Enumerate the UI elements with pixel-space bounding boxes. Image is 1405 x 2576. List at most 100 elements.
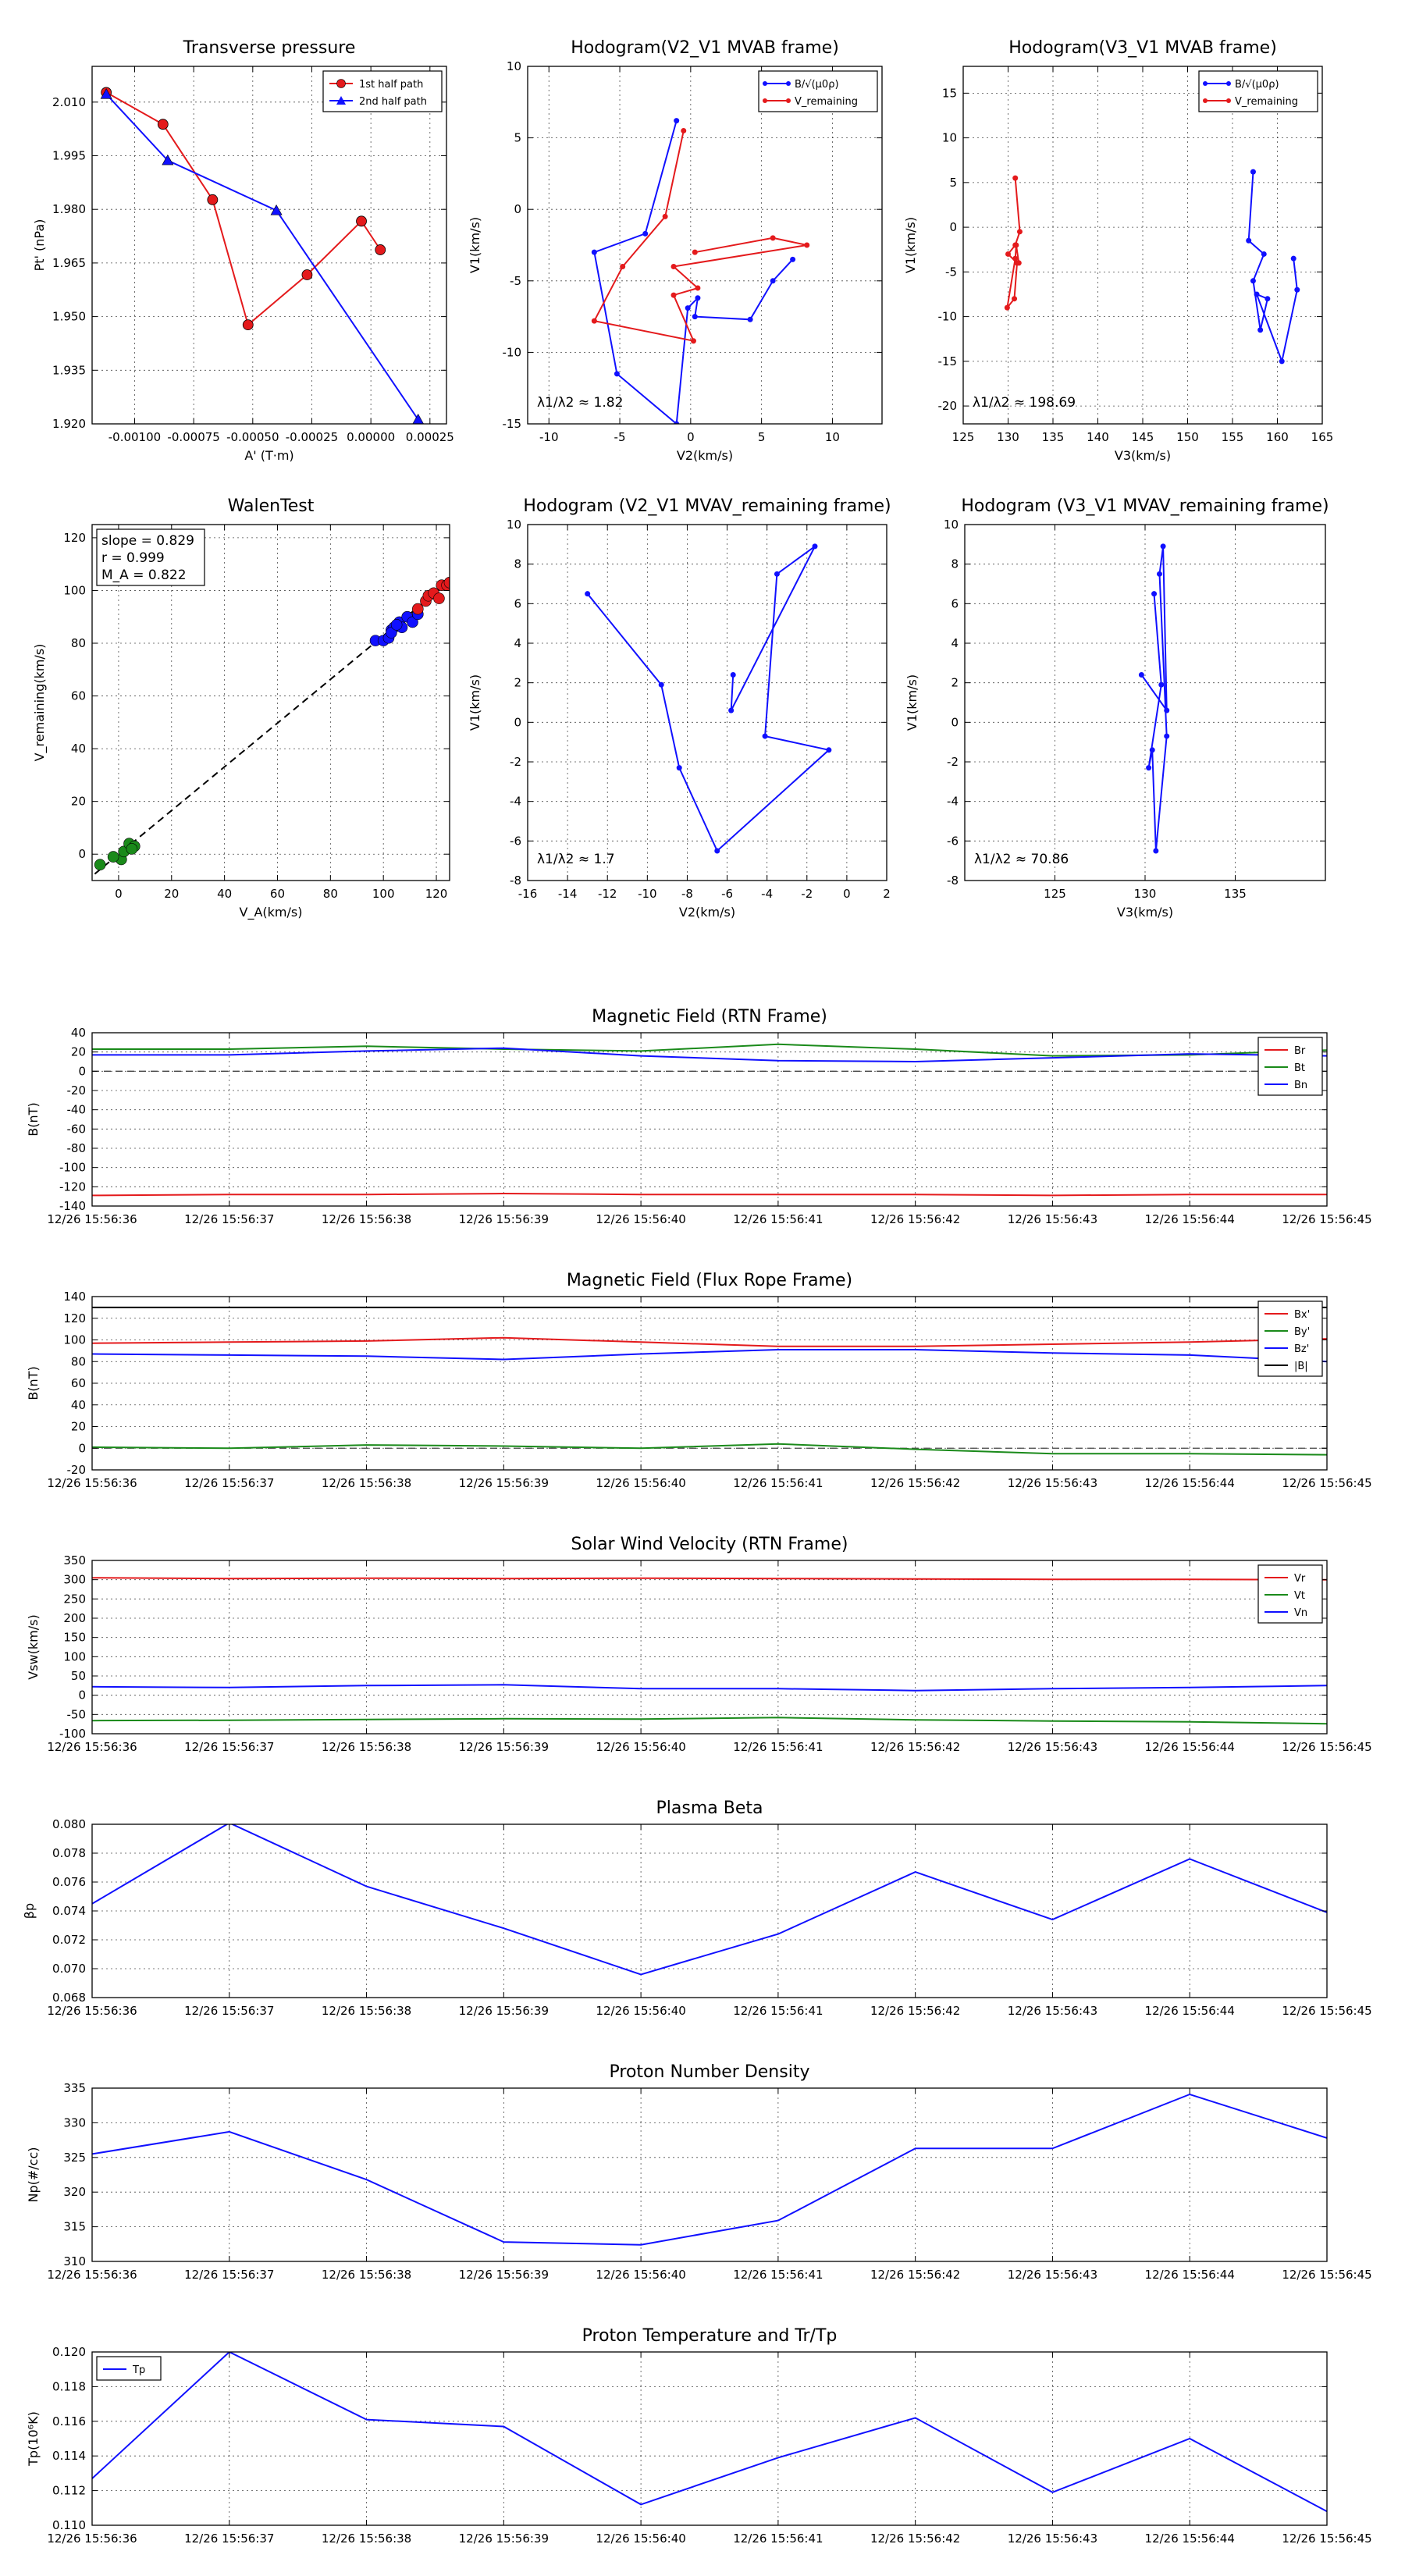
- magnetic-field-rtn-xtick-label: 12/26 15:56:37: [184, 1212, 274, 1226]
- magnetic-field-flux-rope-xtick-label: 12/26 15:56:42: [870, 1476, 960, 1490]
- hodogram-v3-v1-mvab-point: [1254, 291, 1260, 297]
- hodogram-v3-v1-mvab-ytick-label: -5: [945, 265, 957, 279]
- hodogram-v2-v1-mvab-ytick-label: 10: [507, 59, 521, 73]
- magnetic-field-rtn-series-line: [92, 1047, 1327, 1063]
- hodogram-v2-v1-mvab-ticks: -10 -5 0 5 10 -15 -10 -5 0 5 10: [503, 59, 882, 444]
- plasma-beta-xtick-label: 12/26 15:56:37: [184, 2004, 274, 2018]
- plasma-beta-series-line: [92, 1824, 1327, 1976]
- magnetic-field-rtn-ytick-label: -60: [67, 1122, 87, 1136]
- transverse-pressure-legend-label: 2nd half path: [359, 96, 427, 108]
- hodogram-v3-v1-mvab-point: [1004, 304, 1010, 311]
- hodogram-v2-v1-mvab-point: [695, 285, 701, 291]
- hodogram-v3-v1-mvab-xtick-label: 150: [1176, 430, 1199, 444]
- solar-wind-velocity-series-2: [92, 1684, 1327, 1692]
- proton-number-density-title: Proton Number Density: [610, 2062, 810, 2082]
- transverse-pressure-ytick-label: 2.010: [52, 95, 86, 109]
- magnetic-field-flux-rope-legend-label: Bx': [1294, 1309, 1310, 1321]
- magnetic-field-rtn-ytick-label: -120: [59, 1179, 86, 1194]
- proton-number-density-xtick-label: 12/26 15:56:36: [47, 2268, 137, 2282]
- hodogram-v2-v1-mvav-series-line: [586, 546, 831, 852]
- transverse-pressure-point: [242, 319, 254, 331]
- magnetic-field-rtn-ylabel: B(nT): [26, 1102, 41, 1136]
- proton-number-density-ytick-label: 325: [63, 2151, 86, 2165]
- hodogram-v2-v1-mvab-point: [692, 249, 698, 255]
- hodogram-v2-v1-mvav-ytick-label: 2: [514, 676, 521, 690]
- transverse-pressure-xtick-label: 0.00000: [347, 430, 395, 444]
- hodogram-v3-v1-mvab-xtick-label: 130: [997, 430, 1019, 444]
- plasma-beta-grid: [91, 1823, 1328, 1998]
- magnetic-field-flux-rope-xtick-label: 12/26 15:56:43: [1008, 1476, 1097, 1490]
- hodogram-v2-v1-mvab-point: [770, 278, 776, 284]
- proton-number-density-ytick-label: 315: [63, 2220, 86, 2234]
- plasma-beta-ytick-label: 0.074: [52, 1904, 86, 1918]
- hodogram-v2-v1-mvav-xtick-label: -16: [518, 887, 538, 901]
- hodogram-v2-v1-mvav-ytick-label: 6: [514, 596, 521, 610]
- magnetic-field-flux-rope-series-line: [92, 1349, 1327, 1363]
- hodogram-v2-v1-mvab-panel: Hodogram(V2_V1 MVAB frame)-10 -5 0 5 10-15-1…: [468, 38, 883, 463]
- magnetic-field-rtn-xtick-label: 12/26 15:56:38: [322, 1212, 411, 1226]
- hodogram-v2-v1-mvab-point: [614, 371, 620, 377]
- magnetic-field-rtn-ytick-label: 20: [71, 1045, 86, 1059]
- proton-temperature-frame: [91, 2351, 1328, 2526]
- magnetic-field-rtn-ytick-label: -40: [67, 1103, 87, 1117]
- solar-wind-velocity-grid: [91, 1560, 1328, 1735]
- magnetic-field-flux-rope-legend-label: |B|: [1294, 1361, 1308, 1372]
- magnetic-field-flux-rope-legend: Bx' By' Bz' |B|: [1257, 1300, 1323, 1377]
- hodogram-v2-v1-mvab-series-line: [592, 130, 808, 343]
- walen-test-ylabel: V_remaining(km/s): [32, 644, 48, 762]
- walen-test-point: [407, 616, 418, 628]
- proton-number-density-ticks: 12/26 15:56:36 12/26 15:56:37 12/26 15:56:…: [47, 2081, 1371, 2282]
- walen-test-point: [107, 851, 119, 863]
- hodogram-v3-v1-mvab-point: [1290, 255, 1297, 262]
- hodogram-v3-v1-mvab-xtick-label: 125: [952, 430, 975, 444]
- solar-wind-velocity-ytick-label: 200: [63, 1611, 86, 1625]
- hodogram-v2-v1-mvav-xtick-label: -8: [681, 887, 693, 901]
- magnetic-field-rtn-xtick-label: 12/26 15:56:42: [870, 1212, 960, 1226]
- solar-wind-velocity-legend-label: Vt: [1294, 1590, 1305, 1602]
- hodogram-v2-v1-mvab-point: [692, 314, 698, 320]
- proton-number-density-ytick-label: 335: [63, 2081, 86, 2095]
- proton-temperature-legend: Tp: [96, 2356, 162, 2381]
- transverse-pressure-series-0: [101, 87, 386, 331]
- solar-wind-velocity-series-1: [92, 1717, 1327, 1725]
- hodogram-v3-v1-mvab-series-1: [1004, 175, 1023, 311]
- plasma-beta-ytick-label: 0.072: [52, 1933, 86, 1947]
- hodogram-v3-v1-mvav-title: Hodogram (V3_V1 MVAV_remaining frame): [961, 496, 1329, 516]
- hodogram-v2-v1-mvab-point: [695, 295, 701, 301]
- plasma-beta-ytick-label: 0.070: [52, 1962, 86, 1976]
- hodogram-v2-v1-mvav-series-0: [585, 543, 832, 854]
- hodogram-v3-v1-mvab-ytick-label: 0: [949, 220, 957, 234]
- solar-wind-velocity-ytick-label: -50: [67, 1707, 87, 1721]
- proton-temperature-ytick-label: 0.110: [52, 2518, 86, 2532]
- hodogram-v2-v1-mvav-point: [774, 571, 780, 577]
- solar-wind-velocity-series-line: [92, 1577, 1327, 1581]
- proton-temperature-xtick-label: 12/26 15:56:43: [1008, 2532, 1097, 2546]
- hodogram-v3-v1-mvab-legend: B/√(μ0ρ) V_remaining: [1198, 70, 1318, 112]
- magnetic-field-rtn-ytick-label: -20: [67, 1083, 87, 1098]
- magnetic-field-flux-rope-xtick-label: 12/26 15:56:39: [459, 1476, 549, 1490]
- proton-temperature-ytick-label: 0.116: [52, 2414, 86, 2428]
- walen-test-stat-2: M_A = 0.822: [101, 568, 187, 583]
- walen-test-ticks: 0 20 40 60 80 100 120 0 20 40 60 80 100 120: [63, 525, 450, 901]
- walen-test-point: [411, 603, 424, 615]
- walen-test-frame: [91, 524, 450, 881]
- solar-wind-velocity-legend-label: Vn: [1294, 1607, 1307, 1619]
- solar-wind-velocity-legend: Vr Vt Vn: [1257, 1564, 1323, 1624]
- hodogram-v2-v1-mvav-ytick-label: -2: [510, 755, 521, 769]
- magnetic-field-flux-rope-grid: [91, 1296, 1328, 1471]
- hodogram-v2-v1-mvav-title: Hodogram (V2_V1 MVAV_remaining frame): [523, 496, 891, 516]
- solar-wind-velocity-ticks: 12/26 15:56:36 12/26 15:56:37 12/26 15:56:…: [47, 1553, 1371, 1754]
- hodogram-v3-v1-mvab-ytick-label: 15: [942, 86, 957, 100]
- hodogram-v2-v1-mvab-ytick-label: -10: [503, 345, 522, 359]
- hodogram-v3-v1-mvav-series-0: [1138, 543, 1170, 854]
- hodogram-v3-v1-mvab-point: [1250, 169, 1256, 175]
- magnetic-field-rtn-ticks: 12/26 15:56:36 12/26 15:56:37 12/26 15:56:…: [47, 1026, 1371, 1226]
- solar-wind-velocity-ytick-label: 250: [63, 1592, 86, 1606]
- hodogram-v3-v1-mvab-point: [1264, 296, 1271, 302]
- walen-test-series-0: [94, 838, 140, 871]
- proton-temperature-title: Proton Temperature and Tr/Tp: [582, 2326, 838, 2346]
- hodogram-v3-v1-mvab-legend-marker: [1203, 98, 1208, 103]
- walen-test-ytick-label: 80: [71, 636, 86, 650]
- hodogram-v3-v1-mvab-legend-marker: [1226, 81, 1231, 86]
